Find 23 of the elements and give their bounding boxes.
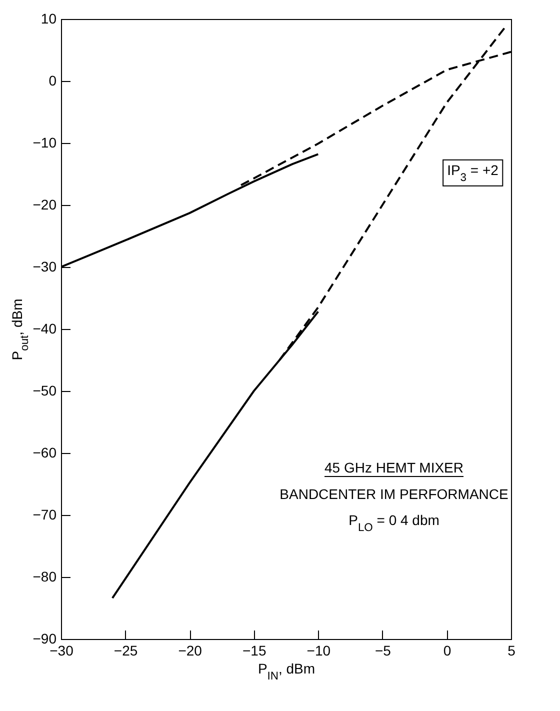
x-axis-title: P$_{IN}$, dBm — [258, 660, 316, 682]
y-tick-label: −90 — [32, 630, 57, 646]
y-tick-label: −50 — [32, 382, 57, 398]
annotation: 45 GHz HEMT MIXER — [324, 460, 464, 476]
annotation: P$_{LO}$ = 0 4 dbm — [348, 512, 440, 534]
x-tick-label: −20 — [178, 642, 202, 658]
x-tick-label: −5 — [374, 642, 392, 658]
y-tick-label: −60 — [32, 444, 57, 460]
y-tick-label: 0 — [48, 72, 57, 88]
annotation: BANDCENTER IM PERFORMANCE — [280, 486, 508, 502]
y-tick-label: −70 — [32, 506, 57, 522]
y-tick-label: −10 — [32, 134, 57, 150]
y-tick-label: 10 — [40, 10, 57, 26]
y-tick-label: −30 — [32, 258, 57, 274]
x-tick-label: −10 — [306, 642, 331, 658]
y-tick-label: −20 — [32, 196, 57, 212]
x-tick-label: 5 — [508, 642, 516, 658]
y-tick-label: −80 — [32, 568, 57, 584]
annotation: IP$_{3}$ = +2 — [447, 162, 499, 184]
x-tick-label: −15 — [242, 642, 266, 658]
y-tick-label: −40 — [32, 320, 57, 336]
x-tick-label: 0 — [443, 642, 452, 658]
x-tick-label: −25 — [114, 642, 138, 658]
